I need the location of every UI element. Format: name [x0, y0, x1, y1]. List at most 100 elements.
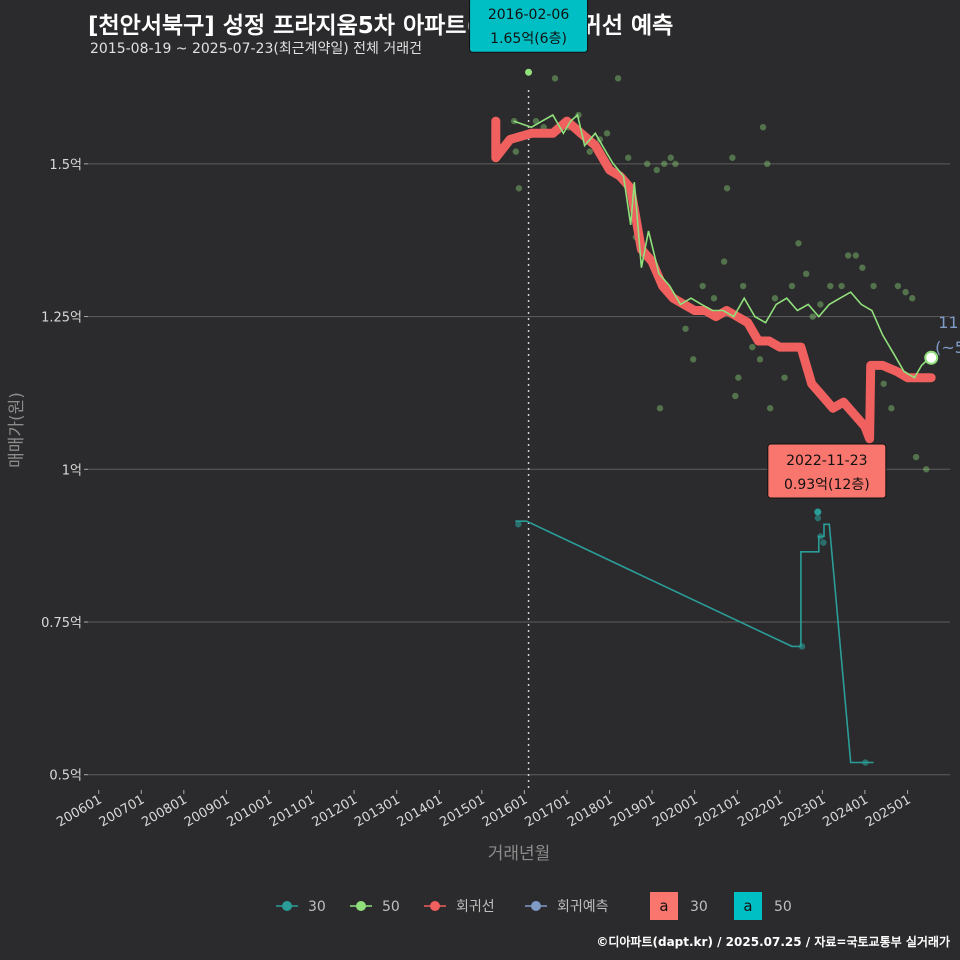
point-50 — [888, 405, 895, 412]
point-50 — [844, 252, 852, 259]
callout-50: 2016-02-06 1.65억(6층) — [469, 0, 589, 53]
point-50 — [551, 75, 559, 82]
legend: 30 50 회귀선 회귀예측 a 30 a 50 — [276, 892, 792, 920]
chart-subtitle: 2015-08-19 ~ 2025-07-23(최근계약일) 전체 거래건 — [90, 41, 422, 57]
legend-item-label: a 30 — [650, 892, 708, 920]
point-50 — [690, 356, 697, 363]
x-tick-label: 202201 — [735, 792, 785, 830]
point-50 — [710, 295, 718, 302]
point-50 — [766, 405, 774, 412]
point-50 — [827, 282, 834, 290]
y-axis-ticks: 0.5억 0.75억 1억 1.25억 1.5억 — [41, 158, 88, 784]
x-tick-label: 201301 — [352, 792, 402, 830]
callout-30: 2022-11-23 0.93억(12층) — [767, 443, 887, 499]
point-50 — [739, 282, 747, 290]
point-50 — [788, 282, 796, 290]
point-50 — [540, 123, 547, 131]
y-tick-label: 0.5억 — [49, 769, 82, 784]
point-50 — [653, 166, 660, 174]
point-50 — [756, 356, 764, 363]
legend-key-box — [734, 892, 762, 920]
callout-point — [525, 68, 533, 76]
x-tick-label: 201801 — [565, 792, 615, 830]
x-tick-label: 202401 — [820, 792, 870, 830]
prediction-value-label: 11,825 — [938, 313, 960, 332]
x-axis-ticks: 2006012007012008012009012010012011012012… — [54, 790, 914, 830]
point-50 — [586, 148, 593, 155]
legend-label: 50 — [774, 899, 792, 915]
legend-label: 회귀예측 — [557, 899, 609, 915]
legend-item-line: 50 — [350, 899, 400, 915]
callout-value: 1.65억(6층) — [490, 31, 567, 47]
legend-key-glyph: a — [743, 897, 752, 915]
point-50 — [532, 117, 540, 125]
point-50 — [512, 148, 520, 155]
point-50 — [699, 282, 706, 290]
point-30 — [814, 514, 822, 522]
legend-key-box — [650, 892, 678, 920]
point-50 — [749, 343, 756, 351]
x-tick-label: 202101 — [693, 792, 743, 830]
x-tick-label: 202501 — [863, 792, 913, 830]
legend-key-dot — [430, 901, 440, 911]
point-50 — [603, 130, 611, 137]
x-tick-label: 202301 — [778, 792, 828, 830]
point-50 — [667, 154, 674, 161]
y-tick-label: 1.25억 — [41, 311, 82, 326]
point-50 — [912, 453, 920, 461]
x-axis-title: 거래년월 — [488, 844, 551, 864]
point-30 — [515, 521, 522, 528]
point-50 — [923, 466, 930, 473]
point-50 — [720, 258, 728, 265]
y-tick-label: 1억 — [62, 463, 82, 478]
point-50 — [880, 380, 887, 387]
callout-value: 0.93억(12층) — [784, 477, 870, 493]
point-50 — [644, 160, 651, 168]
point-50 — [735, 374, 742, 381]
x-tick-label: 200801 — [139, 792, 189, 830]
legend-label: 30 — [308, 899, 326, 915]
x-tick-label: 201901 — [608, 792, 658, 830]
point-30 — [820, 539, 827, 546]
point-50 — [781, 374, 788, 381]
callout-box — [767, 443, 887, 499]
legend-item-line: 회귀예측 — [525, 899, 609, 915]
point-50 — [894, 282, 902, 290]
point-50 — [852, 252, 860, 259]
grid-lines — [88, 163, 950, 776]
legend-key-dot — [531, 901, 541, 911]
point-50 — [672, 160, 679, 168]
callout-date: 2022-11-23 — [786, 453, 867, 469]
point-50 — [764, 160, 771, 168]
series-line-30 — [515, 520, 874, 764]
legend-label: 회귀선 — [456, 899, 495, 915]
point-50 — [809, 313, 816, 320]
x-tick-label: 200601 — [54, 792, 104, 830]
point-50 — [723, 185, 731, 192]
point-50 — [732, 392, 739, 400]
x-tick-label: 201001 — [225, 792, 275, 830]
series-line-50 — [513, 113, 932, 379]
y-tick-label: 1.5억 — [49, 158, 82, 173]
prediction-area-label: (~50㎡) — [935, 338, 960, 357]
legend-item-label: a 50 — [734, 892, 792, 920]
point-50 — [802, 270, 810, 278]
point-50 — [614, 75, 622, 82]
point-50 — [795, 240, 802, 247]
callout-date: 2016-02-06 — [488, 7, 569, 23]
y-tick-label: 0.75억 — [41, 616, 82, 631]
point-50 — [859, 264, 866, 271]
point-50 — [661, 160, 668, 168]
point-50 — [817, 301, 824, 308]
point-50 — [682, 325, 689, 332]
callouts: 2016-02-06 1.65억(6층) 2022-11-23 0.93억(12층) — [469, 0, 887, 499]
point-50 — [771, 295, 779, 302]
x-tick-label: 202001 — [650, 792, 700, 830]
point-50 — [575, 111, 582, 119]
x-tick-label: 200701 — [97, 792, 147, 830]
legend-label: 30 — [690, 899, 708, 915]
x-tick-label: 200901 — [182, 792, 232, 830]
x-tick-label: 201201 — [310, 792, 360, 830]
point-50 — [909, 295, 916, 302]
